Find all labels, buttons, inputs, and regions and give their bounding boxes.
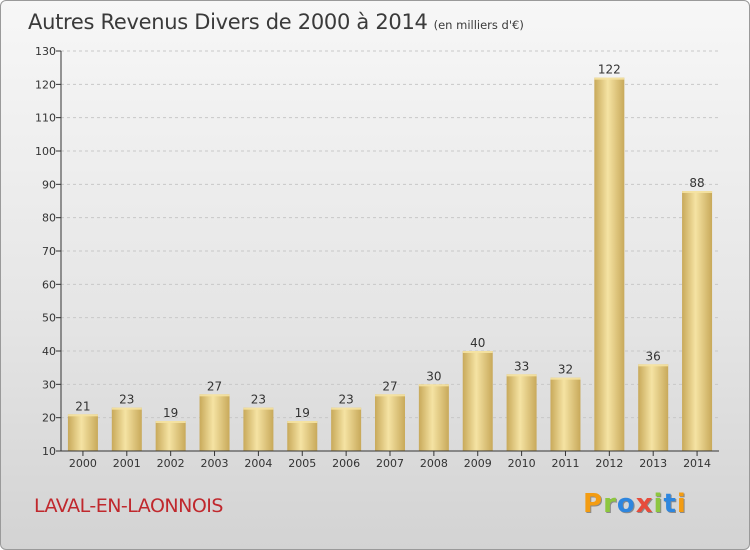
bar-top <box>418 384 449 387</box>
bar <box>594 77 625 452</box>
y-tick-label: 130 <box>35 45 56 58</box>
bar-top <box>243 407 274 410</box>
data-label: 23 <box>119 393 134 407</box>
bar <box>506 374 537 451</box>
bar-top <box>550 377 581 380</box>
data-label: 88 <box>689 176 704 190</box>
y-tick-label: 60 <box>42 278 56 291</box>
bar-top <box>638 364 669 367</box>
y-tick-label: 70 <box>42 245 56 258</box>
bar <box>418 384 449 451</box>
y-tick-label: 100 <box>35 145 56 158</box>
bar-top <box>155 421 186 423</box>
y-tick-label: 120 <box>35 78 56 91</box>
data-label: 30 <box>426 369 441 383</box>
x-tick-label: 2013 <box>639 457 667 470</box>
x-tick-label: 2011 <box>551 457 579 470</box>
bar <box>331 407 362 451</box>
data-label: 36 <box>646 349 661 363</box>
x-tick-label: 2002 <box>157 457 185 470</box>
title-main: Autres Revenus Divers de 2000 à 2014 <box>28 10 428 34</box>
data-label: 33 <box>514 359 529 373</box>
data-label: 19 <box>295 406 310 420</box>
bar <box>287 421 318 451</box>
data-label: 40 <box>470 336 485 350</box>
data-label: 19 <box>163 406 178 420</box>
y-tick-label: 90 <box>42 178 56 191</box>
y-tick-label: 30 <box>42 378 56 391</box>
x-tick-label: 2003 <box>201 457 229 470</box>
proxiti-logo: Proxiti <box>583 489 687 519</box>
y-tick-label: 80 <box>42 212 56 225</box>
data-label: 32 <box>558 363 573 377</box>
bar <box>375 394 405 451</box>
chart-title: Autres Revenus Divers de 2000 à 2014 (en … <box>28 10 524 34</box>
bar <box>550 377 581 451</box>
x-tick-label: 2009 <box>464 457 492 470</box>
data-label: 122 <box>598 63 621 77</box>
x-tick-label: 2006 <box>332 457 360 470</box>
bar-top <box>506 374 537 377</box>
logo-letter: r <box>603 489 617 519</box>
bar-top <box>199 394 230 397</box>
logo-letter: o <box>616 489 636 519</box>
commune-name: LAVAL-EN-LAONNOIS <box>34 495 223 517</box>
logo-letter: x <box>635 489 654 519</box>
bar-top <box>67 414 98 417</box>
logo-letter: i <box>653 489 664 519</box>
bar-top <box>462 351 493 353</box>
data-label: 27 <box>207 379 222 393</box>
x-tick-label: 2001 <box>113 457 141 470</box>
y-tick-label: 40 <box>42 345 56 358</box>
x-tick-label: 2007 <box>376 457 404 470</box>
bar <box>243 407 274 451</box>
bar-top <box>287 421 318 423</box>
data-label: 21 <box>75 399 90 413</box>
bar <box>155 421 186 451</box>
logo-letter: P <box>583 489 604 519</box>
x-tick-label: 2004 <box>244 457 272 470</box>
logo-letter: t <box>663 489 677 519</box>
bar <box>199 394 230 451</box>
bar <box>638 364 669 451</box>
data-label: 27 <box>382 379 397 393</box>
bar-top <box>111 407 142 410</box>
bar-top <box>594 77 625 80</box>
bar <box>462 351 493 451</box>
x-tick-label: 2010 <box>508 457 536 470</box>
data-label: 23 <box>251 393 266 407</box>
bar-top <box>682 191 713 193</box>
x-tick-label: 2000 <box>69 457 97 470</box>
x-tick-label: 2005 <box>288 457 316 470</box>
x-tick-label: 2014 <box>683 457 711 470</box>
title-unit: (en milliers d'€) <box>433 18 524 32</box>
y-tick-label: 50 <box>42 312 56 325</box>
x-tick-label: 2012 <box>595 457 623 470</box>
y-tick-label: 110 <box>35 112 56 125</box>
y-tick-label: 10 <box>42 445 56 458</box>
bar-top <box>375 394 405 397</box>
data-label: 23 <box>338 393 353 407</box>
x-tick-label: 2008 <box>420 457 448 470</box>
logo-letter: i <box>676 489 687 519</box>
y-tick-label: 20 <box>42 412 56 425</box>
bar <box>111 407 142 451</box>
bar <box>682 191 713 451</box>
bar <box>67 414 98 451</box>
bar-top <box>331 407 362 410</box>
